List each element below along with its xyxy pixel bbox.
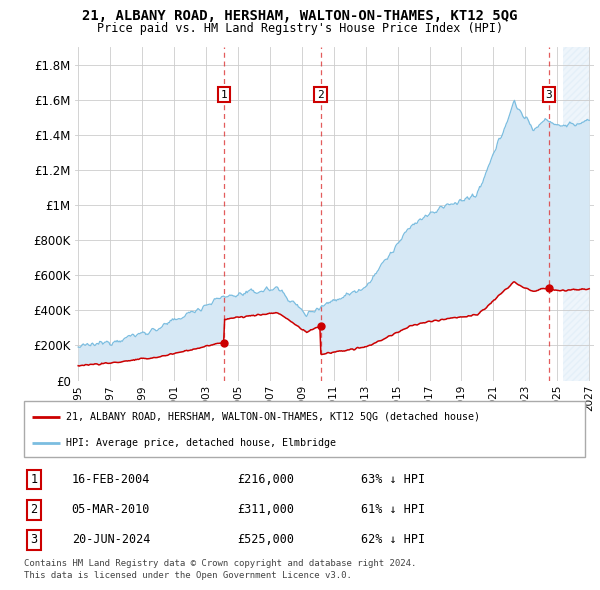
Text: £311,000: £311,000 <box>237 503 294 516</box>
Text: £216,000: £216,000 <box>237 473 294 486</box>
Text: This data is licensed under the Open Government Licence v3.0.: This data is licensed under the Open Gov… <box>24 571 352 579</box>
Text: 2: 2 <box>31 503 38 516</box>
Text: 21, ALBANY ROAD, HERSHAM, WALTON-ON-THAMES, KT12 5QG (detached house): 21, ALBANY ROAD, HERSHAM, WALTON-ON-THAM… <box>66 412 480 422</box>
Text: 3: 3 <box>545 90 552 100</box>
Text: 20-JUN-2024: 20-JUN-2024 <box>71 533 150 546</box>
Text: 05-MAR-2010: 05-MAR-2010 <box>71 503 150 516</box>
Text: 62% ↓ HPI: 62% ↓ HPI <box>361 533 425 546</box>
Text: 1: 1 <box>31 473 38 486</box>
Text: 2: 2 <box>317 90 324 100</box>
Text: 21, ALBANY ROAD, HERSHAM, WALTON-ON-THAMES, KT12 5QG: 21, ALBANY ROAD, HERSHAM, WALTON-ON-THAM… <box>82 9 518 23</box>
Text: £525,000: £525,000 <box>237 533 294 546</box>
Text: Price paid vs. HM Land Registry's House Price Index (HPI): Price paid vs. HM Land Registry's House … <box>97 22 503 35</box>
Text: 16-FEB-2004: 16-FEB-2004 <box>71 473 150 486</box>
Text: 61% ↓ HPI: 61% ↓ HPI <box>361 503 425 516</box>
Text: 63% ↓ HPI: 63% ↓ HPI <box>361 473 425 486</box>
Text: 1: 1 <box>220 90 227 100</box>
Text: Contains HM Land Registry data © Crown copyright and database right 2024.: Contains HM Land Registry data © Crown c… <box>24 559 416 568</box>
Text: 3: 3 <box>31 533 38 546</box>
FancyBboxPatch shape <box>24 401 585 457</box>
Text: HPI: Average price, detached house, Elmbridge: HPI: Average price, detached house, Elmb… <box>66 438 336 448</box>
